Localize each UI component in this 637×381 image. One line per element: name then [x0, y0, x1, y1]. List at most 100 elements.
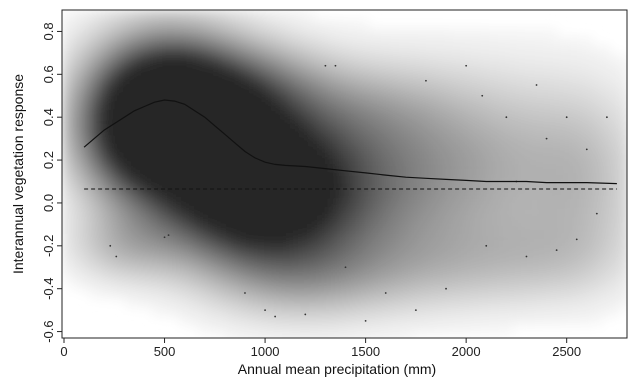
density-cell [215, 199, 225, 209]
density-cell [260, 190, 270, 200]
density-cell [422, 181, 432, 191]
density-cell [233, 316, 243, 326]
density-cell [404, 334, 414, 338]
density-cell [89, 109, 99, 119]
density-cell [278, 64, 288, 74]
density-cell [467, 154, 477, 164]
y-tick-label: -0.6 [41, 320, 56, 342]
density-cell [539, 82, 549, 92]
density-cell [224, 208, 234, 218]
density-cell [530, 64, 540, 74]
density-cell [557, 190, 567, 200]
density-cell [440, 199, 450, 209]
density-cell [539, 199, 549, 209]
density-cell [602, 181, 612, 191]
density-cell [251, 100, 261, 110]
density-cell [341, 181, 351, 191]
density-cell [611, 55, 621, 65]
density-cell [350, 262, 360, 272]
density-cell [125, 127, 135, 137]
density-cell [269, 163, 279, 173]
density-cell [161, 28, 171, 38]
density-cell [458, 226, 468, 236]
density-cell [494, 28, 504, 38]
density-cell [188, 172, 198, 182]
density-cell [521, 145, 531, 155]
density-cell [620, 145, 627, 155]
density-cell [107, 127, 117, 137]
density-cell [350, 64, 360, 74]
density-cell [125, 190, 135, 200]
density-cell [377, 325, 387, 335]
density-cell [449, 298, 459, 308]
density-cell [431, 271, 441, 281]
density-cell [350, 289, 360, 299]
density-cell [287, 64, 297, 74]
density-cell [323, 316, 333, 326]
density-cell [476, 244, 486, 254]
density-cell [395, 298, 405, 308]
density-cell [512, 136, 522, 146]
density-cell [413, 55, 423, 65]
density-cell [71, 154, 81, 164]
density-cell [287, 235, 297, 245]
density-cell [458, 316, 468, 326]
density-cell [584, 73, 594, 83]
density-cell [593, 82, 603, 92]
density-cell [548, 46, 558, 56]
density-cell [161, 217, 171, 227]
density-cell [503, 118, 513, 128]
density-cell [611, 199, 621, 209]
density-cell [62, 163, 72, 173]
density-cell [467, 136, 477, 146]
density-cell [206, 28, 216, 38]
density-cell [611, 244, 621, 254]
density-cell [422, 199, 432, 209]
density-cell [71, 82, 81, 92]
density-cell [224, 64, 234, 74]
density-cell [440, 109, 450, 119]
density-cell [215, 100, 225, 110]
density-cell [521, 154, 531, 164]
density-cell [251, 325, 261, 335]
density-cell [107, 82, 117, 92]
density-cell [233, 46, 243, 56]
density-cell [233, 298, 243, 308]
density-cell [350, 109, 360, 119]
sample-point [115, 255, 118, 258]
density-cell [485, 64, 495, 74]
density-cell [89, 82, 99, 92]
density-cell [134, 136, 144, 146]
density-cell [476, 190, 486, 200]
density-cell [413, 100, 423, 110]
density-cell [260, 100, 270, 110]
density-cell [485, 325, 495, 335]
density-cell [215, 55, 225, 65]
density-cell [323, 244, 333, 254]
density-cell [503, 163, 513, 173]
density-cell [62, 154, 72, 164]
density-cell [467, 325, 477, 335]
density-cell [170, 235, 180, 245]
density-cell [512, 64, 522, 74]
density-cell [368, 73, 378, 83]
density-cell [620, 109, 627, 119]
density-cell [161, 109, 171, 119]
density-cell [197, 208, 207, 218]
density-cell [305, 262, 315, 272]
density-cell [224, 244, 234, 254]
density-cell [152, 109, 162, 119]
density-cell [503, 145, 513, 155]
sample-point [565, 116, 568, 119]
density-cell [548, 316, 558, 326]
density-cell [107, 280, 117, 290]
density-cell [206, 217, 216, 227]
density-cell [431, 208, 441, 218]
density-cell [386, 307, 396, 317]
density-cell [152, 100, 162, 110]
density-cell [467, 181, 477, 191]
density-cell [188, 217, 198, 227]
density-cell [458, 235, 468, 245]
density-cell [359, 127, 369, 137]
density-cell [503, 298, 513, 308]
